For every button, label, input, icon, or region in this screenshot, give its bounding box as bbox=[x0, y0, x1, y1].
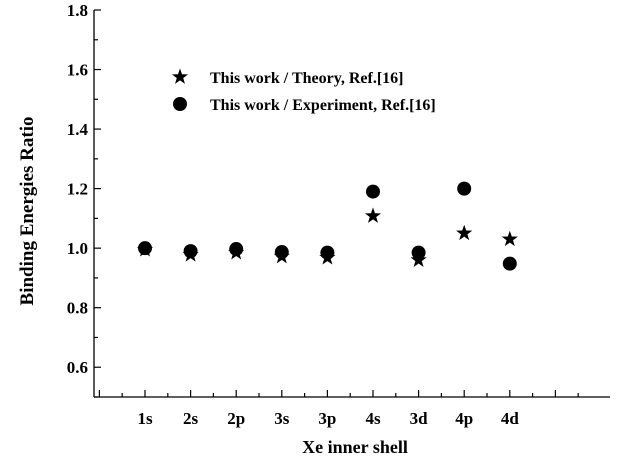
experiment-circle-point-3s bbox=[274, 245, 289, 260]
experiment-circle-point-2p bbox=[229, 242, 244, 257]
legend-label: This work / Theory, Ref.[16] bbox=[210, 70, 403, 87]
y-tick-label: 1.8 bbox=[67, 1, 88, 20]
y-tick-label: 1.6 bbox=[67, 61, 88, 80]
x-tick-label: 3p bbox=[318, 409, 336, 428]
x-tick-label: 3d bbox=[410, 409, 429, 428]
y-tick-label: 1.4 bbox=[67, 120, 89, 139]
experiment-circle-point-4d bbox=[502, 256, 517, 271]
y-axis-label: Binding Energies Ratio bbox=[17, 117, 38, 306]
x-tick-label: 1s bbox=[137, 409, 153, 428]
x-tick-label: 4d bbox=[501, 409, 520, 428]
y-tick-label: 0.6 bbox=[67, 358, 88, 377]
experiment-circle-point-3d bbox=[411, 245, 426, 260]
x-tick-label: 4s bbox=[365, 409, 381, 428]
data-marks bbox=[136, 181, 518, 271]
experiment-circle-point-2s bbox=[183, 244, 198, 259]
x-tick-label: 3s bbox=[274, 409, 290, 428]
legend: This work / Theory, Ref.[16] This work / … bbox=[171, 68, 436, 114]
experiment-circle-point-4p bbox=[457, 181, 472, 196]
experiment-circle-point-1s bbox=[138, 241, 152, 256]
x-tick-label: 4p bbox=[455, 409, 473, 428]
experiment-circle-point-3p bbox=[320, 245, 335, 260]
legend-label: This work / Experiment, Ref.[16] bbox=[210, 97, 436, 114]
ticks: 0.6 0.8 1.0 1.2 1.4 1.6 1.8 1s 2s 2p 3s 3p 4s 3d 4p 4d bbox=[67, 1, 579, 428]
legend-marker-circle bbox=[173, 97, 187, 111]
x-tick-label: 2s bbox=[183, 409, 199, 428]
theory-star-point-4p bbox=[456, 224, 473, 241]
y-tick-label: 1.0 bbox=[67, 239, 88, 258]
experiment-circle-point-4s bbox=[366, 184, 380, 199]
x-axis-label: Xe inner shell bbox=[302, 437, 408, 457]
y-tick-label: 0.8 bbox=[67, 299, 88, 318]
theory-star-point-4s bbox=[364, 207, 382, 223]
theory-star-point-4d bbox=[501, 230, 518, 247]
x-tick-label: 2p bbox=[227, 409, 245, 428]
legend-marker-star bbox=[171, 68, 189, 84]
axes bbox=[93, 10, 610, 398]
y-tick-label: 1.2 bbox=[67, 180, 88, 199]
